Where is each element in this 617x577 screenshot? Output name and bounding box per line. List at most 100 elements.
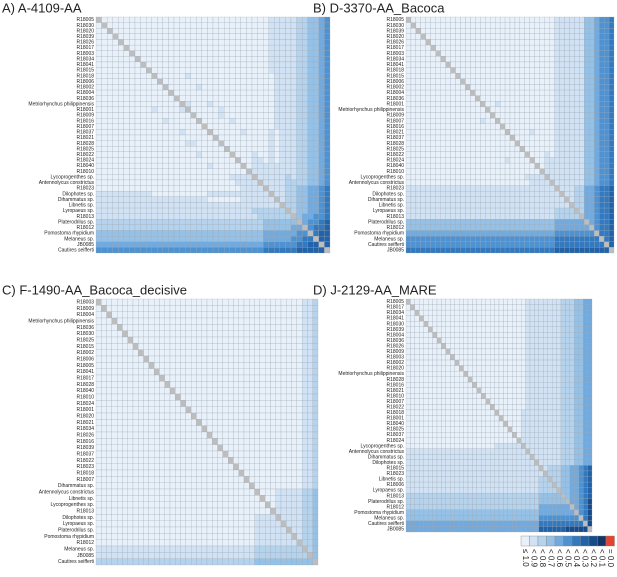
heatmap-cell (608, 112, 615, 119)
heatmap-cell (179, 39, 186, 46)
heatmap-cell (129, 129, 136, 136)
heatmap-cell (529, 67, 535, 74)
heatmap-cell (111, 355, 118, 363)
heatmap-cell (185, 349, 192, 357)
heatmap-cell (162, 106, 169, 113)
heatmap-cell (579, 168, 585, 175)
heatmap-cell (290, 134, 297, 141)
heatmap-cell (201, 317, 208, 325)
heatmap-cell (179, 207, 186, 214)
heatmap-cell (302, 482, 308, 490)
heatmap-cell (246, 101, 253, 108)
heatmap-cell (101, 219, 108, 226)
heatmap-cell (154, 457, 160, 464)
heatmap-cell (191, 482, 197, 490)
heatmap-cell (534, 61, 540, 68)
heatmap-cell (249, 387, 255, 395)
heatmap-cell (185, 162, 191, 169)
heatmap-cell (534, 146, 540, 152)
heatmap-cell (123, 219, 130, 226)
heatmap-cell (222, 387, 229, 395)
heatmap-cell (285, 106, 292, 113)
heatmap-cell (201, 457, 208, 464)
heatmap-cell (173, 129, 180, 136)
heatmap-cell (569, 61, 575, 68)
heatmap-cell (608, 151, 615, 158)
heatmap-cell (275, 444, 282, 452)
heatmap-cell (274, 106, 280, 113)
heatmap-cell (574, 67, 580, 74)
heatmap-cell (460, 202, 466, 209)
heatmap-cell (420, 118, 426, 124)
diagonal-cell (118, 39, 124, 46)
heatmap-cell (162, 168, 169, 175)
heatmap-cell (185, 355, 192, 363)
heatmap-cell (509, 236, 516, 242)
heatmap-cell (201, 44, 208, 51)
heatmap-cell (140, 151, 147, 158)
heatmap-cell (249, 444, 255, 452)
heatmap-cell (312, 368, 319, 376)
heatmap-cell (460, 191, 466, 197)
heatmap-cell (475, 28, 481, 34)
heatmap-cell (594, 118, 600, 124)
heatmap-cell (589, 179, 595, 186)
heatmap-cell (290, 28, 297, 34)
heatmap-cell (207, 44, 214, 51)
heatmap-cell (112, 162, 119, 169)
heatmap-cell (138, 419, 144, 426)
heatmap-cell (529, 202, 535, 209)
heatmap-cell (608, 22, 615, 29)
heatmap-cell (564, 112, 570, 119)
heatmap-cell (514, 118, 521, 124)
heatmap-cell (218, 219, 225, 226)
heatmap-cell (196, 450, 202, 458)
heatmap-cell (123, 241, 130, 248)
heatmap-cell (112, 157, 119, 164)
heatmap-cell (222, 469, 229, 477)
heatmap-cell (111, 476, 118, 483)
heatmap-cell (608, 56, 615, 63)
heatmap-cell (207, 50, 214, 57)
heatmap-cell (589, 162, 595, 169)
heatmap-cell (594, 22, 600, 29)
heatmap-cell (268, 207, 275, 214)
heatmap-cell (117, 476, 123, 483)
heatmap-cell (118, 67, 124, 74)
heatmap-cell (257, 140, 264, 147)
heatmap-cell (212, 28, 219, 34)
heatmap-cell (122, 482, 128, 490)
row-label: R18022 (76, 458, 94, 464)
heatmap-cell (179, 22, 186, 29)
heatmap-cell (196, 495, 202, 502)
heatmap-cell (549, 118, 555, 124)
heatmap-cell (460, 16, 466, 23)
heatmap-cell (603, 247, 610, 254)
heatmap-cell (420, 151, 426, 158)
heatmap-cell (554, 168, 560, 175)
heatmap-cell (445, 191, 451, 197)
heatmap-cell (504, 28, 511, 34)
heatmap-cell (280, 324, 287, 331)
heatmap-cell (420, 22, 426, 29)
heatmap-cell (196, 56, 202, 63)
heatmap-cell (420, 129, 426, 136)
heatmap-cell (123, 247, 130, 254)
heatmap-cell (514, 174, 521, 181)
heatmap-cell (519, 168, 525, 175)
heatmap-cell (123, 140, 130, 147)
heatmap-cell (224, 174, 230, 181)
heatmap-cell (154, 425, 160, 433)
diagonal-cell (107, 28, 113, 34)
heatmap-cell (534, 67, 540, 74)
heatmap-cell (229, 61, 236, 68)
heatmap-cell (265, 400, 271, 407)
heatmap-cell (101, 168, 108, 175)
heatmap-cell (599, 67, 605, 74)
heatmap-cell (465, 196, 471, 203)
heatmap-cell (117, 450, 123, 458)
heatmap-cell (430, 134, 436, 141)
heatmap-cell (127, 469, 134, 477)
heatmap-cell (112, 196, 119, 203)
heatmap-cell (173, 247, 180, 254)
